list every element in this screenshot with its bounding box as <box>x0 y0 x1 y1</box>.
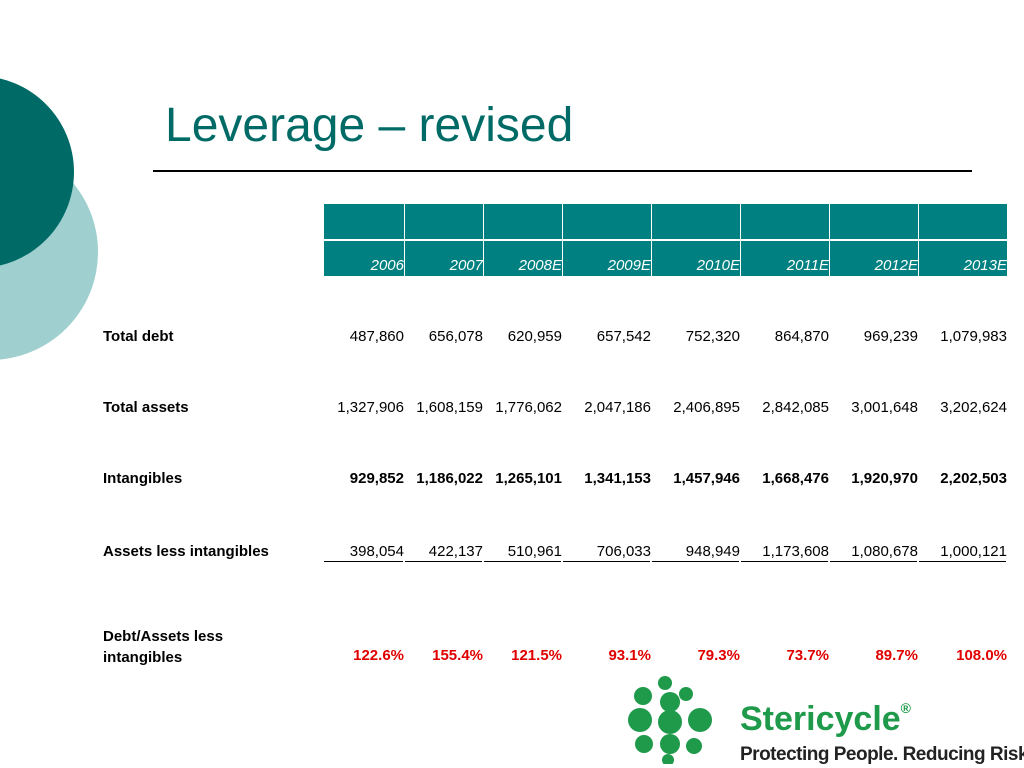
column-header: 2009E <box>607 257 651 274</box>
table-cell: 1,608,159 <box>416 399 483 416</box>
header-cell <box>324 241 404 276</box>
row-label: Total debt <box>103 328 174 345</box>
table-cell: 155.4% <box>432 647 483 664</box>
table-cell: 1,920,970 <box>851 470 918 487</box>
table-cell: 1,080,678 <box>851 543 918 560</box>
row-label: Intangibles <box>103 470 183 487</box>
header-cell <box>484 241 562 276</box>
header-cell <box>741 241 829 276</box>
table-cell: 1,327,906 <box>337 399 404 416</box>
header-cell <box>919 204 1007 239</box>
header-cell <box>741 204 829 239</box>
row-label: Assets less intangibles <box>103 543 269 560</box>
table-cell: 2,842,085 <box>762 399 829 416</box>
table-cell: 89.7% <box>875 647 918 664</box>
table-cell: 929,852 <box>349 470 404 487</box>
underline <box>405 561 482 562</box>
header-cell <box>830 241 918 276</box>
header-cell <box>563 241 651 276</box>
table-cell: 122.6% <box>353 647 404 664</box>
table-cell: 121.5% <box>511 647 562 664</box>
underline <box>741 561 828 562</box>
table-cell: 2,047,186 <box>584 399 651 416</box>
row-label: Total assets <box>103 399 189 416</box>
table-cell: 422,137 <box>428 543 483 560</box>
table-cell: 1,457,946 <box>673 470 740 487</box>
table-cell: 656,078 <box>428 328 483 345</box>
table-cell: 1,000,121 <box>940 543 1007 560</box>
table-cell: 620,959 <box>507 328 562 345</box>
header-cell <box>484 204 562 239</box>
logo-name-text: Stericycle <box>740 700 901 738</box>
table-cell: 1,173,608 <box>762 543 829 560</box>
table-cell: 510,961 <box>507 543 562 560</box>
table-cell: 79.3% <box>697 647 740 664</box>
logo-registered: ® <box>900 700 911 716</box>
slide-title: Leverage – revised <box>165 99 574 152</box>
column-header: 2012E <box>874 257 918 274</box>
table-cell: 487,860 <box>349 328 404 345</box>
table-cell: 398,054 <box>349 543 404 560</box>
table-cell: 1,341,153 <box>584 470 651 487</box>
decor-circles <box>0 78 98 360</box>
underline <box>919 561 1006 562</box>
table-cell: 73.7% <box>786 647 829 664</box>
table-cell: 1,265,101 <box>495 470 562 487</box>
header-cell <box>563 204 651 239</box>
column-header: 2006 <box>370 257 404 274</box>
table-cell: 1,186,022 <box>416 470 483 487</box>
table-cell: 706,033 <box>596 543 651 560</box>
table-cell: 3,202,624 <box>940 399 1007 416</box>
header-cell <box>405 241 483 276</box>
table-cell: 2,406,895 <box>673 399 740 416</box>
table-cell: 108.0% <box>956 647 1007 664</box>
header-cell <box>405 204 483 239</box>
header-cell <box>324 204 404 239</box>
logo-mark <box>628 676 712 764</box>
table-cell: 93.1% <box>608 647 651 664</box>
logo-name: Stericycle® <box>740 700 911 739</box>
header-cell <box>830 204 918 239</box>
logo-tagline-text: Protecting People. Reducing Risk. <box>740 744 1024 765</box>
column-header: 2011E <box>786 257 829 274</box>
column-header: 2013E <box>963 257 1007 274</box>
underline <box>652 561 739 562</box>
dark-circle <box>0 78 74 266</box>
row-label: Debt/Assets less intangibles <box>103 628 224 666</box>
logo-tagline: Protecting People. Reducing Risk.™ <box>740 744 1024 766</box>
table-cell: 1,776,062 <box>495 399 562 416</box>
column-header: 2007 <box>449 257 483 274</box>
header-cell <box>652 241 740 276</box>
table-cell: 864,870 <box>774 328 829 345</box>
underline <box>830 561 917 562</box>
underline <box>484 561 561 562</box>
table-cell: 1,668,476 <box>762 470 829 487</box>
column-header: 2010E <box>696 257 740 274</box>
column-header: 2008E <box>518 257 562 274</box>
table-cell: 657,542 <box>596 328 651 345</box>
header-cell <box>919 241 1007 276</box>
table-cell: 752,320 <box>685 328 740 345</box>
table-cell: 1,079,983 <box>940 328 1007 345</box>
underline <box>324 561 403 562</box>
table-cell: 3,001,648 <box>851 399 918 416</box>
underline <box>563 561 650 562</box>
header-cell <box>652 204 740 239</box>
table-cell: 969,239 <box>863 328 918 345</box>
table-cell: 2,202,503 <box>940 470 1007 487</box>
table-cell: 948,949 <box>685 543 740 560</box>
title-rule <box>153 170 972 172</box>
